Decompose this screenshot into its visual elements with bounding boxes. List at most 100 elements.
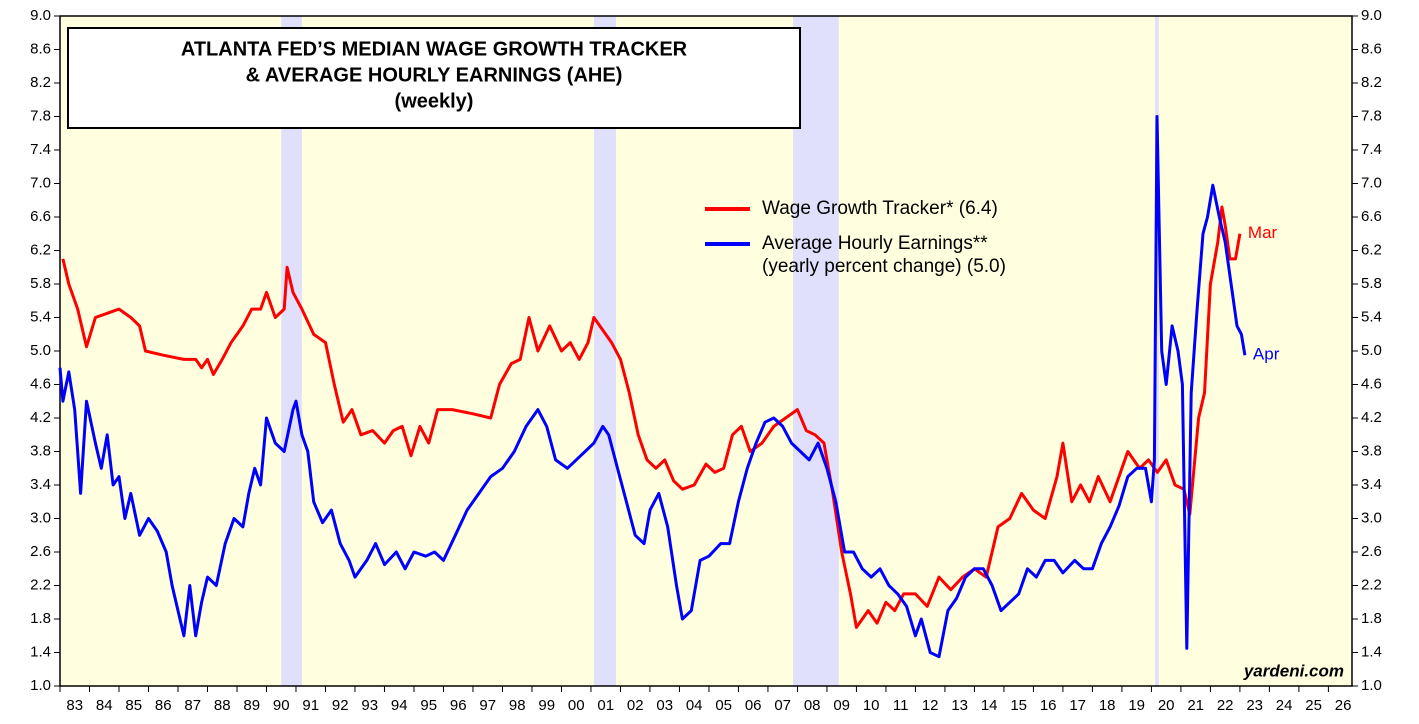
y-tick-label: 7.0	[30, 174, 51, 191]
y-tick-label: 7.4	[30, 141, 51, 158]
x-tick-label: 90	[273, 697, 290, 714]
x-tick-label: 97	[479, 697, 496, 714]
x-tick-label: 89	[243, 697, 260, 714]
y-tick-label: 5.0	[30, 342, 51, 359]
y-tick-label: 1.8	[1361, 610, 1382, 627]
x-tick-label: 99	[538, 697, 555, 714]
y-tick-label: 6.6	[1361, 208, 1382, 225]
chart-title: (weekly)	[395, 90, 474, 112]
x-tick-label: 88	[214, 697, 231, 714]
y-tick-label: 4.6	[30, 375, 51, 392]
y-tick-label: 8.6	[30, 40, 51, 57]
y-tick-label: 2.2	[30, 576, 51, 593]
x-tick-label: 19	[1128, 697, 1145, 714]
y-tick-label: 5.8	[30, 275, 51, 292]
chart-title: & AVERAGE HOURLY EARNINGS (AHE)	[246, 64, 623, 86]
x-tick-label: 83	[66, 697, 83, 714]
x-tick-label: 17	[1069, 697, 1086, 714]
x-tick-label: 13	[951, 697, 968, 714]
y-tick-label: 8.2	[30, 74, 51, 91]
x-tick-label: 96	[450, 697, 467, 714]
y-tick-label: 5.4	[1361, 308, 1382, 325]
y-tick-label: 8.6	[1361, 40, 1382, 57]
x-tick-label: 26	[1335, 697, 1352, 714]
y-tick-label: 2.2	[1361, 576, 1382, 593]
y-tick-label: 1.4	[1361, 643, 1382, 660]
x-tick-label: 92	[332, 697, 349, 714]
x-tick-label: 12	[922, 697, 939, 714]
legend-label: Average Hourly Earnings**	[762, 233, 988, 254]
x-tick-label: 06	[745, 697, 762, 714]
x-tick-label: 08	[804, 697, 821, 714]
x-tick-label: 05	[715, 697, 732, 714]
x-tick-label: 98	[509, 697, 526, 714]
source-label: yardeni.com	[1243, 661, 1344, 680]
y-tick-label: 2.6	[1361, 543, 1382, 560]
x-tick-label: 09	[833, 697, 850, 714]
x-tick-label: 02	[627, 697, 644, 714]
x-tick-label: 03	[656, 697, 673, 714]
y-tick-label: 7.8	[1361, 107, 1382, 124]
series-line	[61, 205, 1242, 629]
x-tick-label: 00	[568, 697, 585, 714]
legend-note: (yearly percent change) (5.0)	[762, 256, 1006, 277]
y-tick-label: 3.4	[30, 476, 51, 493]
legend-label: Wage Growth Tracker* (6.4)	[762, 198, 998, 219]
x-tick-label: 95	[420, 697, 437, 714]
y-tick-label: 1.4	[30, 643, 51, 660]
y-tick-label: 3.4	[1361, 476, 1382, 493]
x-tick-label: 91	[302, 697, 319, 714]
x-tick-label: 25	[1305, 697, 1322, 714]
y-tick-label: 4.2	[30, 409, 51, 426]
recession-band	[281, 16, 302, 686]
y-tick-label: 5.0	[1361, 342, 1382, 359]
x-tick-label: 22	[1217, 697, 1234, 714]
y-tick-label: 1.0	[30, 677, 51, 694]
y-tick-label: 9.0	[1361, 7, 1382, 24]
y-tick-label: 8.2	[1361, 74, 1382, 91]
x-tick-label: 15	[1010, 697, 1027, 714]
end-label: Mar	[1248, 223, 1278, 242]
y-tick-label: 1.0	[1361, 677, 1382, 694]
x-tick-label: 11	[893, 697, 909, 714]
y-tick-label: 6.2	[30, 241, 51, 258]
end-label: Apr	[1253, 345, 1280, 364]
x-tick-label: 87	[184, 697, 201, 714]
y-tick-label: 4.2	[1361, 409, 1382, 426]
x-tick-label: 16	[1040, 697, 1057, 714]
series-line	[58, 115, 1247, 659]
chart-title: ATLANTA FED’S MEDIAN WAGE GROWTH TRACKER	[181, 38, 688, 60]
title-box	[67, 27, 801, 129]
y-tick-label: 1.8	[30, 610, 51, 627]
x-tick-label: 94	[391, 697, 408, 714]
x-tick-label: 10	[863, 697, 880, 714]
x-tick-label: 85	[125, 697, 142, 714]
y-tick-label: 5.8	[1361, 275, 1382, 292]
x-tick-label: 20	[1158, 697, 1175, 714]
y-tick-label: 3.8	[1361, 442, 1382, 459]
y-tick-label: 5.4	[30, 308, 51, 325]
y-tick-label: 3.0	[1361, 509, 1382, 526]
x-tick-label: 18	[1099, 697, 1116, 714]
y-tick-label: 6.6	[30, 208, 51, 225]
y-tick-label: 2.6	[30, 543, 51, 560]
x-tick-label: 04	[686, 697, 703, 714]
x-tick-label: 24	[1276, 697, 1293, 714]
recession-band	[1154, 16, 1159, 686]
x-tick-label: 84	[96, 697, 113, 714]
x-tick-label: 86	[155, 697, 172, 714]
y-tick-label: 3.8	[30, 442, 51, 459]
x-tick-label: 21	[1187, 697, 1204, 714]
y-tick-label: 6.2	[1361, 241, 1382, 258]
y-tick-label: 9.0	[30, 7, 51, 24]
y-tick-label: 7.8	[30, 107, 51, 124]
x-tick-label: 01	[597, 697, 614, 714]
x-tick-label: 93	[361, 697, 378, 714]
y-tick-label: 4.6	[1361, 375, 1382, 392]
y-tick-label: 3.0	[30, 509, 51, 526]
y-tick-label: 7.0	[1361, 174, 1382, 191]
x-tick-label: 07	[774, 697, 791, 714]
recession-band	[593, 16, 617, 686]
x-tick-label: 23	[1246, 697, 1263, 714]
